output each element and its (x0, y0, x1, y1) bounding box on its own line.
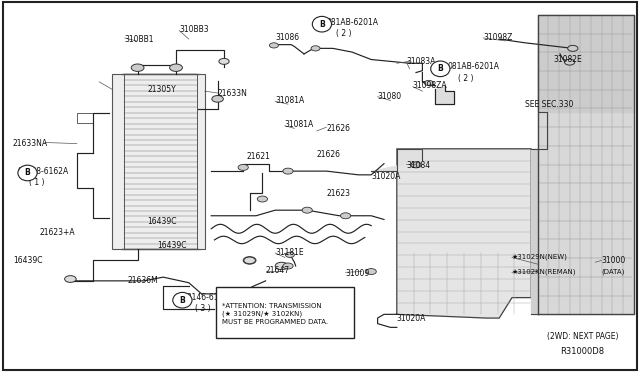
Text: 31098ZA: 31098ZA (413, 81, 447, 90)
Text: B: B (25, 169, 30, 177)
Text: ( 1 ): ( 1 ) (29, 178, 44, 187)
Circle shape (283, 168, 293, 174)
Circle shape (244, 257, 255, 264)
Circle shape (568, 45, 578, 51)
Circle shape (170, 64, 182, 71)
Circle shape (212, 96, 223, 102)
Circle shape (283, 263, 293, 269)
Bar (112, 74, 205, 249)
Polygon shape (538, 15, 634, 314)
Circle shape (269, 43, 278, 48)
Circle shape (131, 64, 144, 71)
Text: 31081A: 31081A (275, 96, 305, 105)
Text: 081AB-6201A: 081AB-6201A (326, 18, 378, 27)
Circle shape (65, 276, 76, 282)
Ellipse shape (18, 165, 37, 181)
Text: B: B (319, 20, 324, 29)
Text: 21633N: 21633N (218, 89, 248, 97)
Circle shape (238, 164, 248, 170)
Text: SEE SEC.330: SEE SEC.330 (525, 100, 573, 109)
Text: ( 3 ): ( 3 ) (195, 304, 211, 313)
Text: B: B (180, 296, 185, 305)
Text: 16439C: 16439C (147, 217, 177, 226)
Circle shape (285, 252, 294, 257)
Text: R31000D8: R31000D8 (560, 347, 604, 356)
Text: B: B (438, 64, 443, 73)
Circle shape (282, 292, 294, 299)
Circle shape (243, 257, 256, 264)
Text: 21623: 21623 (326, 189, 351, 198)
Text: 31080: 31080 (378, 92, 402, 101)
Text: 081AB-6201A: 081AB-6201A (448, 62, 500, 71)
Text: 31086: 31086 (275, 33, 300, 42)
Text: 21621: 21621 (246, 152, 270, 161)
Circle shape (340, 213, 351, 219)
Text: 21626: 21626 (326, 124, 351, 133)
Polygon shape (397, 149, 531, 318)
FancyBboxPatch shape (216, 287, 354, 338)
Text: ( 2 ): ( 2 ) (336, 29, 351, 38)
Text: *ATTENTION: TRANSMISSION
(★ 31029N/★ 3102KN)
MUST BE PROGRAMMED DATA.: *ATTENTION: TRANSMISSION (★ 31029N/★ 310… (222, 303, 328, 326)
Text: 21633NA: 21633NA (13, 139, 48, 148)
Text: 21647: 21647 (266, 266, 290, 275)
Text: 31020A: 31020A (397, 314, 426, 323)
Circle shape (424, 80, 433, 86)
Text: (2WD: NEXT PAGE): (2WD: NEXT PAGE) (547, 332, 619, 341)
Polygon shape (538, 15, 634, 112)
Circle shape (302, 207, 312, 213)
Circle shape (275, 262, 288, 270)
Polygon shape (371, 149, 422, 171)
Polygon shape (435, 86, 454, 104)
Circle shape (411, 162, 421, 168)
Text: 16439C: 16439C (157, 241, 186, 250)
Text: 21623+A: 21623+A (40, 228, 76, 237)
Text: 21636M: 21636M (128, 276, 159, 285)
Text: 31020A: 31020A (371, 172, 401, 181)
Text: 08146-6122G: 08146-6122G (182, 293, 234, 302)
Text: 31000: 31000 (602, 256, 626, 265)
Circle shape (564, 59, 575, 65)
Text: 16439C: 16439C (13, 256, 42, 265)
Circle shape (311, 46, 320, 51)
Text: ★31029N(NEW): ★31029N(NEW) (512, 253, 568, 260)
Ellipse shape (431, 61, 450, 77)
Text: 31098Z: 31098Z (483, 33, 513, 42)
Circle shape (257, 196, 268, 202)
Text: 31009: 31009 (346, 269, 370, 278)
Circle shape (366, 269, 376, 275)
Text: 310BB1: 310BB1 (125, 35, 154, 44)
Polygon shape (531, 149, 538, 314)
Text: 08168-6162A: 08168-6162A (18, 167, 69, 176)
Ellipse shape (173, 292, 192, 308)
Text: 31084: 31084 (406, 161, 431, 170)
Circle shape (219, 58, 229, 64)
Text: 21626: 21626 (317, 150, 341, 159)
Text: 31083A: 31083A (406, 57, 436, 66)
Text: ( 2 ): ( 2 ) (458, 74, 473, 83)
Text: 31081A: 31081A (285, 120, 314, 129)
Text: ★3102KN(REMAN): ★3102KN(REMAN) (512, 268, 577, 275)
Text: 31181E: 31181E (275, 248, 304, 257)
Ellipse shape (312, 16, 332, 32)
Text: (DATA): (DATA) (602, 268, 625, 275)
Text: 21305Y: 21305Y (147, 85, 176, 94)
Text: 31082E: 31082E (554, 55, 582, 64)
Text: 310BB3: 310BB3 (179, 25, 209, 34)
